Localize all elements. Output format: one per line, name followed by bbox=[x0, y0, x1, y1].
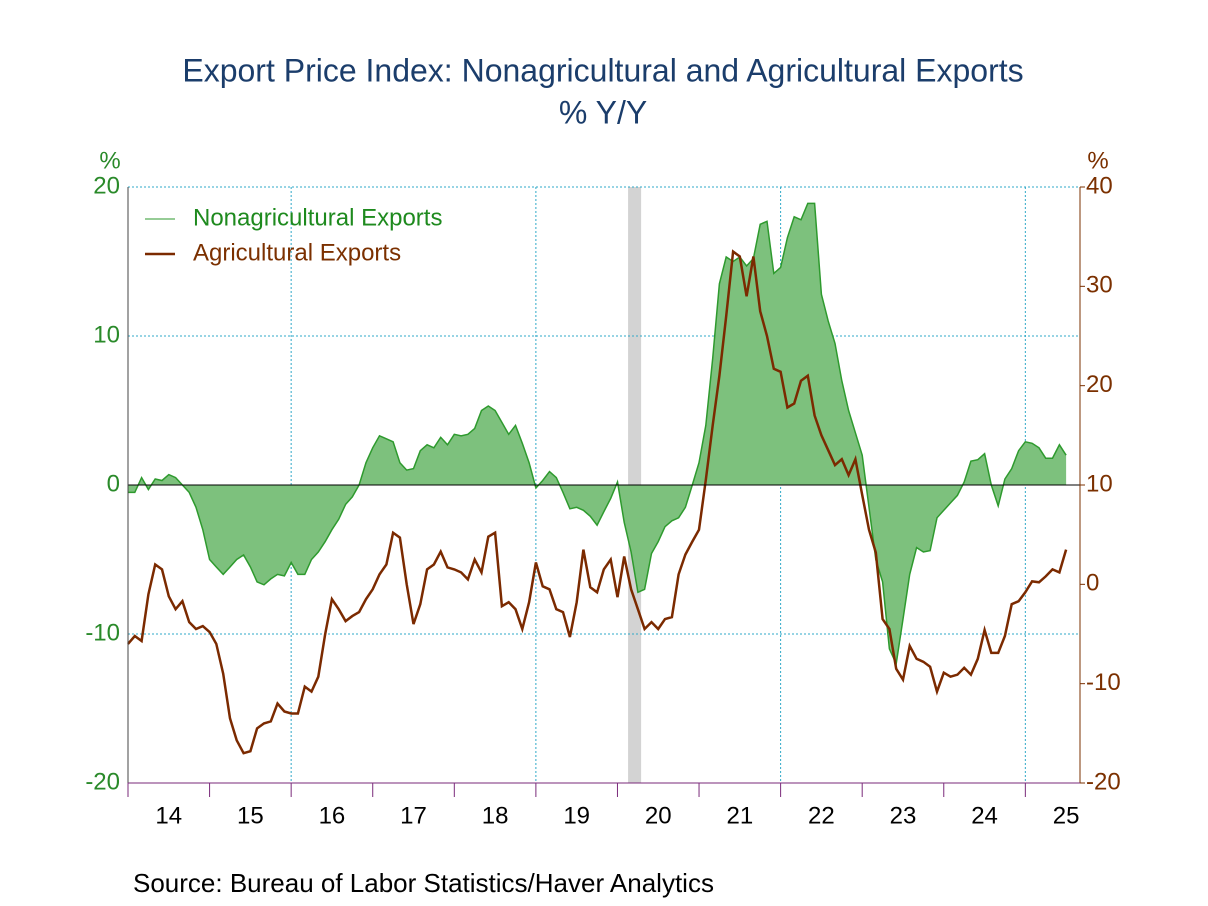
x-tick-label: 25 bbox=[1053, 802, 1080, 829]
x-tick-label: 22 bbox=[808, 802, 835, 829]
y2-tick-label: -10 bbox=[1086, 669, 1121, 696]
y2-tick-label: 10 bbox=[1086, 470, 1113, 497]
y-tick-label: 0 bbox=[107, 470, 120, 497]
y-tick-label: 20 bbox=[93, 172, 120, 199]
chart-title: Export Price Index: Nonagricultural and … bbox=[182, 52, 1023, 88]
y2-tick-label: 0 bbox=[1086, 570, 1099, 597]
legend-label: Agricultural Exports bbox=[193, 239, 401, 266]
source-note: Source: Bureau of Labor Statistics/Haver… bbox=[133, 868, 714, 898]
y2-tick-label: 40 bbox=[1086, 172, 1113, 199]
line bbox=[127, 249, 1068, 755]
x-tick-label: 15 bbox=[237, 802, 264, 829]
area bbox=[128, 203, 1067, 664]
x-tick-label: 18 bbox=[482, 802, 509, 829]
x-tick-label: 16 bbox=[319, 802, 346, 829]
y2-tick-label: 20 bbox=[1086, 371, 1113, 398]
y-axis-label: % bbox=[99, 147, 120, 174]
y2-tick-label: 30 bbox=[1086, 272, 1113, 299]
line bbox=[128, 202, 1067, 667]
x-tick-label: 14 bbox=[155, 802, 182, 829]
chart-subtitle: % Y/Y bbox=[559, 94, 647, 130]
y2-axis-label: % bbox=[1087, 147, 1108, 174]
x-tick-label: 21 bbox=[726, 802, 753, 829]
x-tick-label: 24 bbox=[971, 802, 998, 829]
y-tick-label: -10 bbox=[85, 619, 120, 646]
x-tick-label: 19 bbox=[563, 802, 590, 829]
x-tick-label: 23 bbox=[890, 802, 917, 829]
x-tick-label: 20 bbox=[645, 802, 672, 829]
y2-tick-label: -20 bbox=[1086, 768, 1121, 795]
x-tick-label: 17 bbox=[400, 802, 427, 829]
legend-label: Nonagricultural Exports bbox=[193, 204, 442, 231]
y-tick-label: 10 bbox=[93, 321, 120, 348]
y-tick-label: -20 bbox=[85, 768, 120, 795]
